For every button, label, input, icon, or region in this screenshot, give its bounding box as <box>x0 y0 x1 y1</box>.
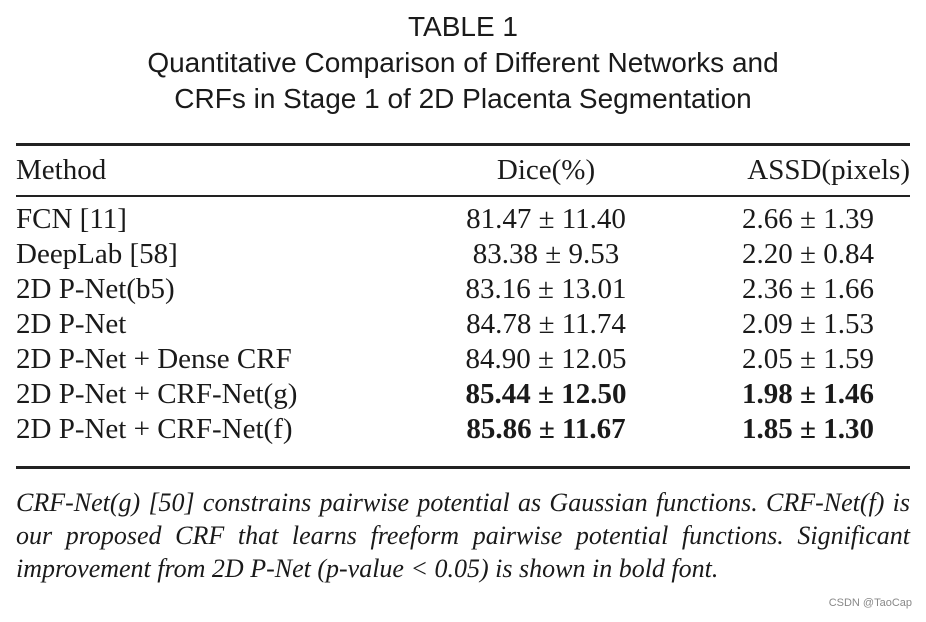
table-footnote: CRF-Net(g) [50] constrains pairwise pote… <box>16 488 910 583</box>
cell-dice-bold: 85.86 ± 11.67 <box>466 413 626 445</box>
cell-assd: 2.20 ± 0.84 <box>742 238 874 270</box>
cell-assd: 2.66 ± 1.39 <box>742 203 874 235</box>
cell-method: FCN [11] <box>16 203 127 235</box>
header-rule <box>16 195 910 197</box>
cell-method: 2D P-Net + CRF-Net(f) <box>16 413 293 445</box>
cell-method: 2D P-Net(b5) <box>16 273 175 305</box>
cell-assd-bold: 1.85 ± 1.30 <box>742 413 874 445</box>
header-assd: ASSD(pixels) <box>747 154 910 186</box>
header-method: Method <box>16 154 107 186</box>
watermark: CSDN @TaoCap <box>828 597 912 609</box>
cell-dice: 81.47 ± 11.40 <box>466 203 626 235</box>
cell-dice: 84.78 ± 11.74 <box>466 308 626 340</box>
cell-dice: 83.16 ± 13.01 <box>465 273 627 305</box>
table-row: FCN [11] 81.47 ± 11.40 2.66 ± 1.39 <box>16 202 910 237</box>
cell-method: 2D P-Net <box>16 308 127 340</box>
top-rule <box>16 143 910 146</box>
cell-assd-bold: 1.98 ± 1.46 <box>742 378 874 410</box>
cell-dice: 84.90 ± 12.05 <box>465 343 627 375</box>
cell-dice-bold: 85.44 ± 12.50 <box>465 378 627 410</box>
table-row: 2D P-Net + CRF-Net(g) 85.44 ± 12.50 1.98… <box>16 377 910 412</box>
cell-assd: 2.05 ± 1.59 <box>742 343 874 375</box>
table-row: DeepLab [58] 83.38 ± 9.53 2.20 ± 0.84 <box>16 237 910 272</box>
cell-assd: 2.09 ± 1.53 <box>742 308 874 340</box>
table-title-line-1: Quantitative Comparison of Different Net… <box>147 47 779 78</box>
table-title-line-2: CRFs in Stage 1 of 2D Placenta Segmentat… <box>174 83 752 114</box>
table-row: 2D P-Net + CRF-Net(f) 85.86 ± 11.67 1.85… <box>16 412 910 447</box>
cell-method: DeepLab [58] <box>16 238 178 270</box>
table-row: 2D P-Net(b5) 83.16 ± 13.01 2.36 ± 1.66 <box>16 272 910 307</box>
table-label: TABLE 1 <box>408 11 518 42</box>
header-dice: Dice(%) <box>496 154 596 186</box>
bottom-rule <box>16 466 910 469</box>
table-row: 2D P-Net + Dense CRF 84.90 ± 12.05 2.05 … <box>16 342 910 377</box>
table-header: Method Dice(%) ASSD(pixels) <box>16 150 910 190</box>
cell-assd: 2.36 ± 1.66 <box>742 273 874 305</box>
cell-method: 2D P-Net + CRF-Net(g) <box>16 378 298 410</box>
table-row: 2D P-Net 84.78 ± 11.74 2.09 ± 1.53 <box>16 307 910 342</box>
cell-dice: 83.38 ± 9.53 <box>472 238 620 270</box>
cell-method: 2D P-Net + Dense CRF <box>16 343 292 375</box>
